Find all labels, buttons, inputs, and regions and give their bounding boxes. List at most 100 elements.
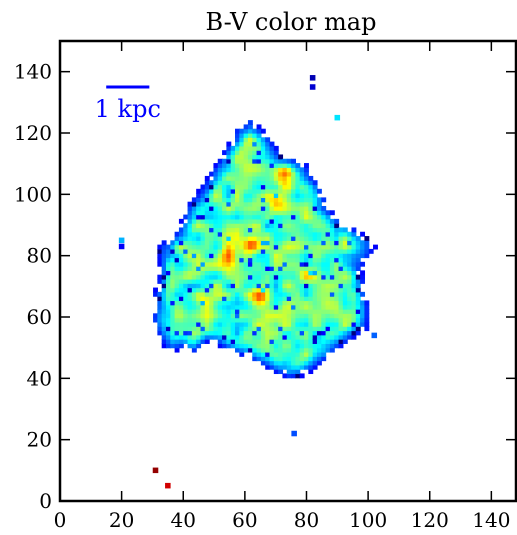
heatmap-pixel bbox=[286, 163, 292, 168]
heatmap-pixel bbox=[334, 248, 340, 254]
heatmap-pixel bbox=[312, 231, 318, 237]
heatmap-pixel bbox=[165, 334, 171, 340]
heatmap-pixel bbox=[286, 218, 292, 224]
heatmap-pixel bbox=[278, 274, 284, 280]
heatmap-pixel bbox=[252, 145, 258, 151]
heatmap-pixel bbox=[304, 364, 309, 370]
heatmap-pixel bbox=[187, 313, 193, 319]
heatmap-pixel bbox=[312, 304, 318, 310]
heatmap-pixel bbox=[278, 201, 284, 207]
heatmap-pixel bbox=[213, 266, 219, 271]
heatmap-pixel bbox=[170, 266, 176, 271]
heatmap-pixel bbox=[222, 197, 227, 203]
heatmap-pixel bbox=[351, 253, 357, 259]
heatmap-pixel bbox=[338, 283, 344, 289]
heatmap-pixel bbox=[265, 296, 271, 302]
heatmap-pixel bbox=[252, 326, 258, 332]
heatmap-pixel bbox=[299, 227, 305, 233]
heatmap-pixel bbox=[304, 227, 309, 233]
heatmap-pixel bbox=[191, 201, 197, 207]
heatmap-pixel bbox=[342, 278, 348, 284]
heatmap-pixel bbox=[299, 270, 305, 276]
heatmap-pixel bbox=[295, 223, 301, 229]
heatmap-pixel bbox=[273, 300, 279, 306]
heatmap-pixel bbox=[178, 291, 184, 297]
heatmap-pixel bbox=[165, 287, 171, 293]
heatmap-pixel bbox=[347, 296, 353, 302]
heatmap-pixel bbox=[282, 188, 288, 194]
heatmap-pixel bbox=[178, 339, 184, 344]
heatmap-pixel bbox=[217, 227, 223, 233]
heatmap-pixel bbox=[252, 197, 258, 203]
heatmap-pixel bbox=[282, 214, 288, 220]
heatmap-pixel bbox=[286, 227, 292, 233]
heatmap-pixel bbox=[247, 218, 253, 224]
heatmap-pixel bbox=[338, 300, 344, 306]
heatmap-pixel bbox=[230, 261, 236, 267]
heatmap-pixel bbox=[239, 205, 245, 211]
heatmap-pixel bbox=[299, 364, 305, 370]
heatmap-pixel bbox=[338, 240, 344, 246]
heatmap-pixel bbox=[209, 227, 215, 233]
heatmap-pixel bbox=[278, 175, 284, 181]
heatmap-pixel bbox=[222, 201, 227, 207]
heatmap-pixel bbox=[196, 313, 202, 319]
heatmap-pixel bbox=[308, 236, 314, 241]
heatmap-pixel bbox=[247, 141, 253, 147]
heatmap-pixel bbox=[308, 184, 314, 190]
heatmap-pixel bbox=[355, 240, 361, 246]
heatmap-pixel bbox=[230, 167, 236, 173]
heatmap-pixel bbox=[256, 193, 262, 198]
heatmap-pixel bbox=[312, 197, 318, 203]
heatmap-pixel bbox=[304, 283, 309, 289]
heatmap-pixel bbox=[265, 154, 271, 160]
heatmap-pixel bbox=[299, 356, 305, 362]
heatmap-pixel bbox=[247, 167, 253, 173]
heatmap-pixel bbox=[243, 180, 249, 186]
heatmap-pixel bbox=[334, 218, 340, 224]
heatmap-pixel bbox=[355, 253, 361, 259]
heatmap-pixel bbox=[256, 300, 262, 306]
heatmap-pixel bbox=[312, 236, 318, 241]
heatmap-pixel bbox=[178, 231, 184, 237]
heatmap-pixel bbox=[273, 180, 279, 186]
heatmap-pixel bbox=[329, 296, 335, 302]
heatmap-pixel bbox=[239, 201, 245, 207]
heatmap-pixel bbox=[178, 244, 184, 250]
heatmap-pixel bbox=[342, 304, 348, 310]
heatmap-pixel bbox=[187, 236, 193, 241]
heatmap-pixel bbox=[278, 210, 284, 216]
heatmap-pixel bbox=[282, 278, 288, 284]
heatmap-pixel bbox=[269, 291, 275, 297]
heatmap-pixel bbox=[226, 188, 232, 194]
heatmap-pixel bbox=[273, 364, 279, 370]
heatmap-pixel bbox=[209, 236, 215, 241]
heatmap-pixel bbox=[235, 184, 240, 190]
heatmap-pixel bbox=[308, 261, 314, 267]
heatmap-pixel bbox=[200, 313, 206, 319]
heatmap-pixel bbox=[334, 244, 340, 250]
heatmap-pixel bbox=[178, 326, 184, 332]
heatmap-pixel bbox=[204, 266, 210, 271]
heatmap-pixel bbox=[174, 287, 180, 293]
heatmap-pixel bbox=[247, 339, 253, 344]
heatmap-pixel bbox=[170, 257, 176, 263]
heatmap-pixel bbox=[213, 248, 219, 254]
heatmap-pixel bbox=[196, 296, 202, 302]
heatmap-pixel bbox=[239, 167, 245, 173]
heatmap-pixel bbox=[217, 313, 223, 319]
heatmap-pixel bbox=[325, 261, 331, 267]
heatmap-pixel bbox=[204, 236, 210, 241]
heatmap-pixel bbox=[291, 261, 296, 267]
heatmap-pixel bbox=[239, 317, 245, 323]
heatmap-pixel bbox=[213, 240, 219, 246]
heatmap-pixel bbox=[256, 145, 262, 151]
heatmap-pixel bbox=[316, 330, 322, 336]
heatmap-pixel bbox=[282, 236, 288, 241]
heatmap-pixel bbox=[200, 270, 206, 276]
heatmap-pixel bbox=[286, 257, 292, 263]
heatmap-pixel bbox=[316, 360, 322, 366]
heatmap-pixel bbox=[178, 240, 184, 246]
heatmap-pixel bbox=[213, 253, 219, 259]
heatmap-pixel bbox=[299, 330, 305, 336]
